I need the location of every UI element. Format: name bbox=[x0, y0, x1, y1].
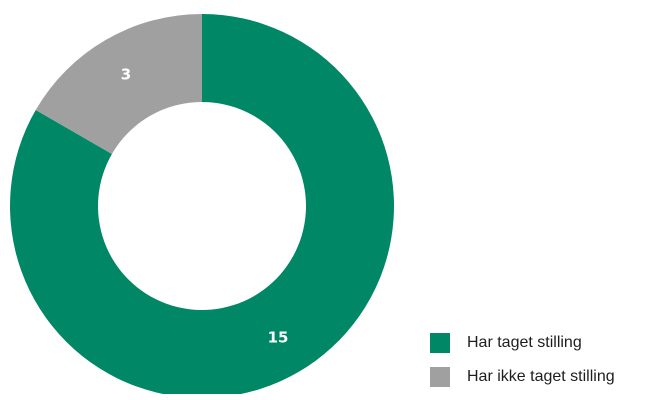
donut-data-labels: 15 3 bbox=[121, 65, 289, 346]
legend-item-taken-position: Har taget stilling bbox=[430, 332, 615, 354]
slice-not-taken-position bbox=[35, 14, 203, 154]
data-label-taken-position: 15 bbox=[268, 329, 289, 347]
legend-swatch-not-taken-position bbox=[430, 367, 450, 387]
legend-swatch-taken-position bbox=[430, 333, 450, 353]
legend-item-not-taken-position: Har ikke taget stilling bbox=[430, 366, 615, 388]
legend-label-not-taken-position: Har ikke taget stilling bbox=[467, 368, 615, 385]
donut-slices bbox=[10, 14, 394, 394]
slice-taken-position bbox=[10, 14, 394, 394]
legend: Har taget stilling Har ikke taget stilli… bbox=[430, 332, 615, 400]
data-label-not-taken-position: 3 bbox=[121, 65, 131, 83]
legend-label-taken-position: Har taget stilling bbox=[467, 334, 582, 351]
